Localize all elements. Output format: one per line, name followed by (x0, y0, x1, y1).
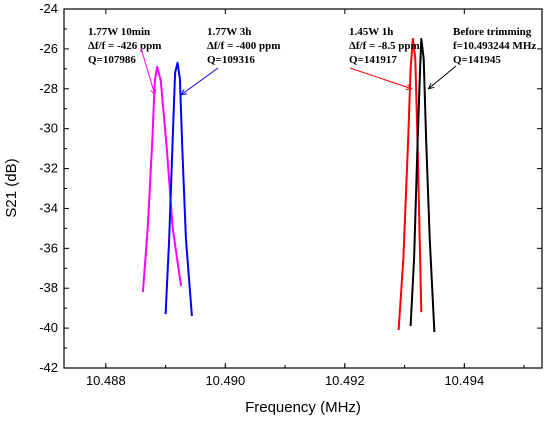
annotation-arrow (349, 67, 412, 90)
x-tick-label: 10.490 (205, 373, 245, 388)
annotation-text: 1.77W 10min (88, 26, 150, 38)
x-tick-label: 10.492 (325, 373, 365, 388)
y-tick-label: -24 (39, 1, 58, 16)
y-axis-title: S21 (dB) (3, 158, 20, 217)
annotation-text: Δf/f = -400 ppm (207, 40, 280, 52)
x-tick-label: 10.488 (86, 373, 126, 388)
series-line-2 (164, 61, 193, 317)
annotation-arrowhead (427, 83, 435, 90)
annotation-arrowhead (150, 88, 157, 96)
annotation-text: Q=109316 (207, 54, 255, 66)
y-tick-label: -30 (39, 121, 58, 136)
y-tick-label: -40 (39, 320, 58, 335)
annotation-text: Q=141945 (453, 54, 501, 66)
annotation-arrow (180, 67, 219, 96)
x-axis: 10.488 10.490 10.492 10.494 (86, 9, 525, 388)
y-tick-label: -26 (39, 41, 58, 56)
x-axis-title: Frequency (MHz) (245, 399, 361, 416)
annotation-text: Q=141917 (349, 54, 397, 66)
annotation-text: f=10.493244 MHz (453, 40, 536, 52)
y-tick-label: -42 (39, 360, 58, 375)
annotation-text: 1.45W 1h (349, 26, 393, 38)
annotations: 1.77W 10min Δf/f = -426 ppm Q=107986 1.77W … (88, 26, 536, 96)
annotation-text: Q=107986 (88, 54, 136, 66)
series-line-3 (397, 37, 423, 331)
y-tick-label: -38 (39, 280, 58, 295)
annotation-arrow (140, 47, 156, 95)
y-tick-label: -32 (39, 161, 58, 176)
series-line-1 (141, 65, 183, 293)
annotation-arrowhead (405, 84, 413, 90)
annotation-text: Δf/f = -8.5 ppm (349, 40, 420, 52)
y-tick-label: -28 (39, 81, 58, 96)
annotation-text: Before trimming (453, 26, 532, 38)
y-tick-label: -34 (39, 200, 58, 215)
annotation-arrow (428, 65, 457, 90)
y-tick-label: -36 (39, 240, 58, 255)
series-group (141, 37, 436, 333)
annotation-arrowhead (180, 89, 188, 96)
annotation-text: Δf/f = -426 ppm (88, 40, 161, 52)
x-tick-label: 10.494 (444, 373, 484, 388)
annotation-text: 1.77W 3h (207, 26, 251, 38)
y-axis: -24 -26 -28 -30 -32 -34 -36 -38 -40 -42 (39, 1, 542, 375)
series-line-4 (409, 37, 436, 333)
